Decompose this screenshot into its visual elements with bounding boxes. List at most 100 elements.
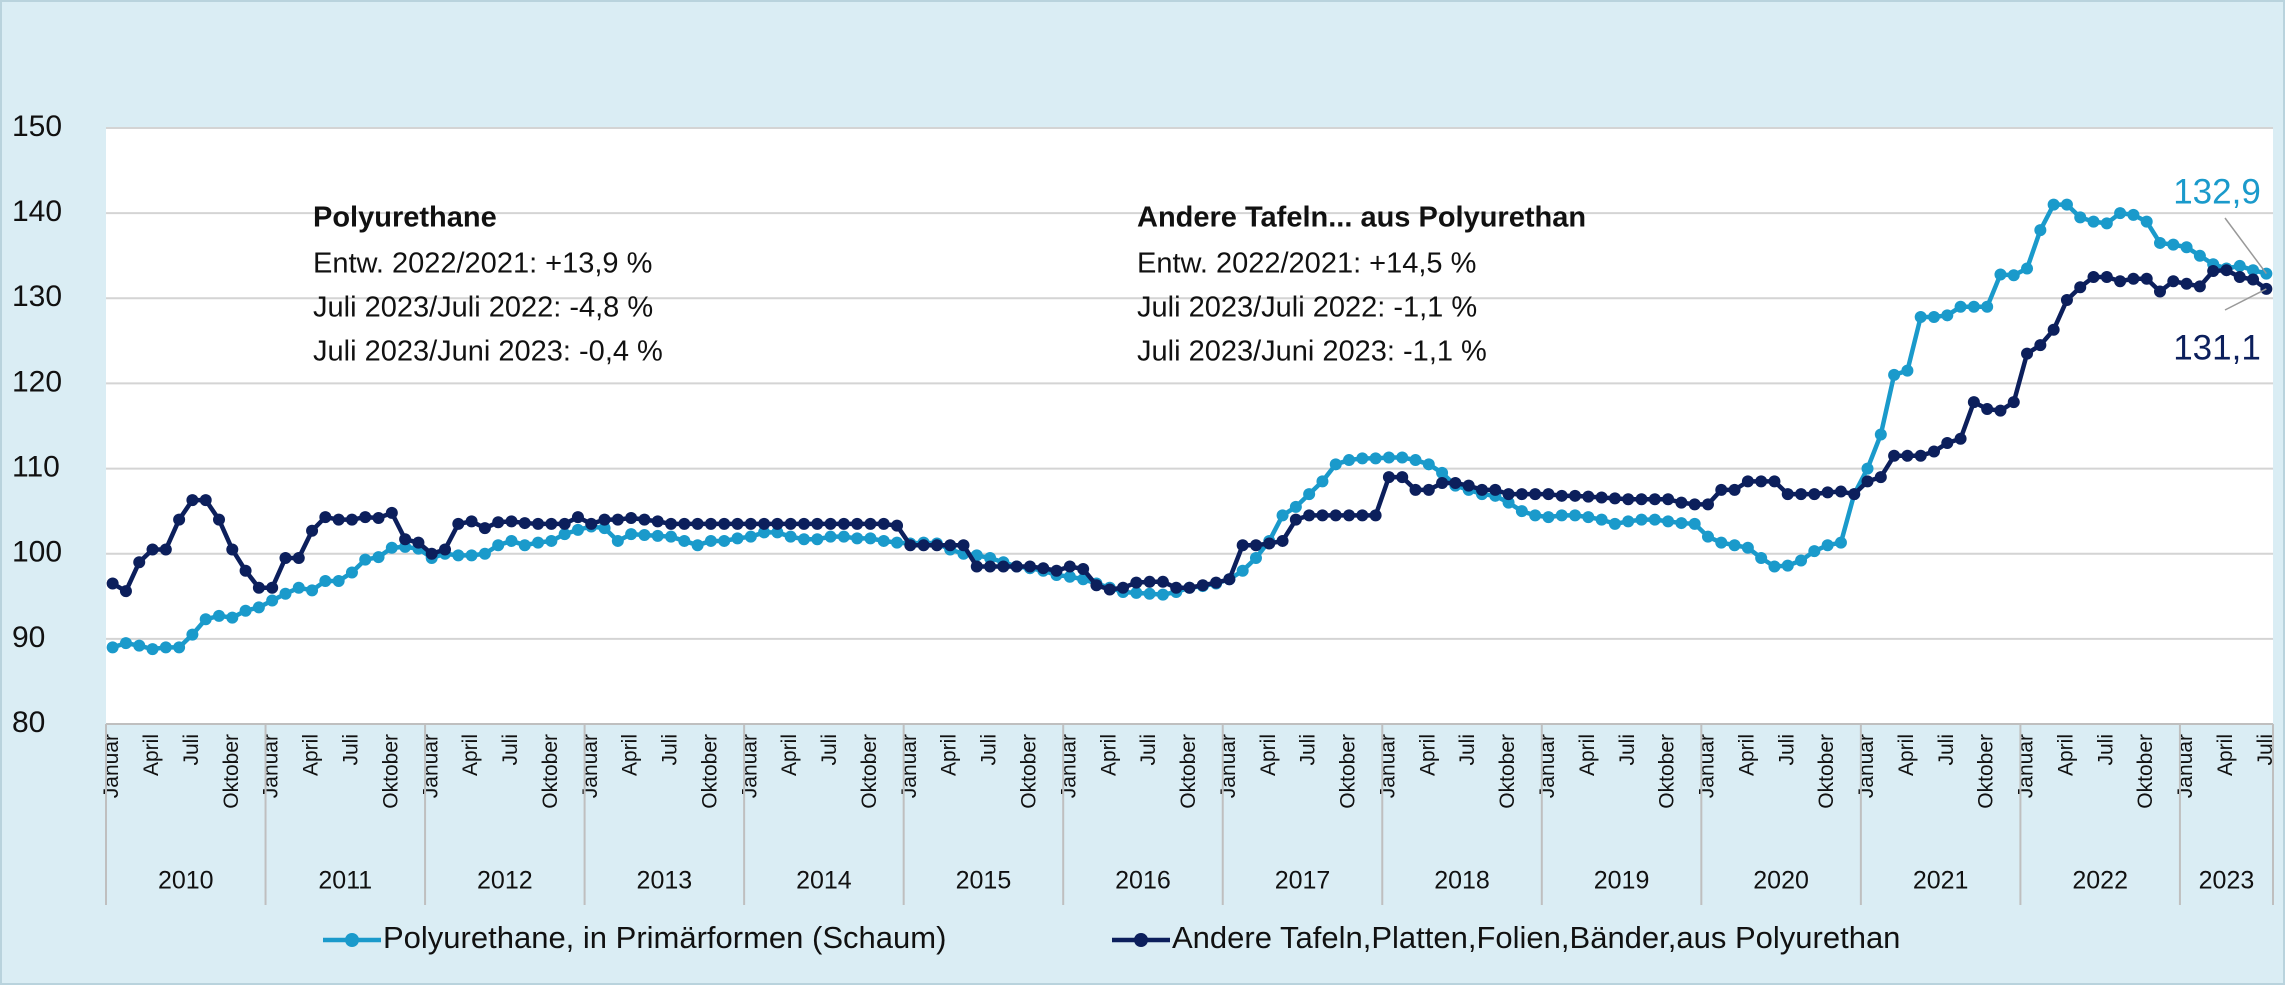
- legend-label: Andere Tafeln,Platten,Folien,Bänder,aus …: [1172, 920, 1900, 955]
- data-point: [106, 577, 119, 590]
- data-point: [1994, 268, 2007, 281]
- x-tick-label: Juli: [2254, 734, 2277, 766]
- data-point: [1795, 554, 1808, 567]
- x-tick-label: Oktober: [858, 734, 881, 809]
- data-point: [279, 587, 292, 600]
- data-point: [2193, 249, 2206, 262]
- data-point: [173, 513, 186, 526]
- data-point: [1701, 498, 1714, 511]
- data-point: [797, 517, 810, 530]
- data-point: [332, 574, 345, 587]
- data-point: [824, 530, 837, 543]
- data-point: [2060, 198, 2073, 211]
- data-point: [864, 532, 877, 545]
- data-point: [2074, 281, 2087, 294]
- data-point: [1050, 564, 1063, 577]
- data-point: [425, 547, 438, 560]
- data-point: [1130, 576, 1143, 589]
- data-point: [505, 515, 518, 528]
- data-point: [797, 533, 810, 546]
- data-point: [1914, 311, 1927, 324]
- data-point: [744, 517, 757, 530]
- data-point: [571, 511, 584, 524]
- data-point: [731, 517, 744, 530]
- data-point: [465, 515, 478, 528]
- group-label: 2012: [477, 867, 533, 895]
- data-point: [1715, 536, 1728, 549]
- data-point: [1422, 483, 1435, 496]
- data-point: [1981, 300, 1994, 313]
- data-point: [2207, 265, 2220, 278]
- data-point: [917, 539, 930, 552]
- data-point: [2100, 217, 2113, 230]
- x-tick-label: Oktober: [220, 734, 243, 809]
- data-point: [1715, 483, 1728, 496]
- annotation-line: Juli 2023/Juli 2022: -1,1 %: [1137, 292, 1477, 324]
- y-tick-label: 150: [12, 110, 62, 143]
- annotation-line: Entw. 2022/2021: +13,9 %: [313, 248, 652, 280]
- data-point: [173, 641, 186, 654]
- data-point: [239, 604, 252, 617]
- data-point: [1901, 364, 1914, 377]
- data-point: [1316, 509, 1329, 522]
- data-point: [665, 517, 678, 530]
- data-point: [478, 522, 491, 535]
- data-point: [1263, 537, 1276, 550]
- data-point: [1888, 368, 1901, 381]
- data-point: [1249, 539, 1262, 552]
- x-tick-label: April: [938, 734, 961, 776]
- x-tick-label: Oktober: [698, 734, 721, 809]
- data-point: [1103, 583, 1116, 596]
- data-point: [1622, 493, 1635, 506]
- data-point: [518, 517, 531, 530]
- data-point: [1861, 462, 1874, 475]
- data-point: [518, 539, 531, 552]
- data-point: [1236, 564, 1249, 577]
- group-label: 2022: [2072, 867, 2128, 895]
- data-point: [837, 517, 850, 530]
- data-point: [2127, 272, 2140, 285]
- data-point: [691, 517, 704, 530]
- data-point: [984, 560, 997, 573]
- data-point: [1675, 517, 1688, 530]
- data-point: [452, 549, 465, 562]
- data-point: [1901, 449, 1914, 462]
- x-tick-label: Januar: [1376, 734, 1399, 798]
- data-point: [771, 517, 784, 530]
- data-point: [1196, 579, 1209, 592]
- data-point: [2021, 262, 2034, 275]
- data-point: [1755, 551, 1768, 564]
- data-point: [213, 609, 226, 622]
- data-point: [1023, 560, 1036, 573]
- data-point: [186, 628, 199, 641]
- data-point: [1967, 396, 1980, 409]
- x-tick-label: Juli: [1775, 734, 1798, 766]
- data-point: [970, 560, 983, 573]
- data-point: [1223, 573, 1236, 586]
- data-point: [784, 517, 797, 530]
- data-point: [372, 511, 385, 524]
- data-point: [1954, 432, 1967, 445]
- data-point: [2127, 208, 2140, 221]
- x-tick-label: April: [1257, 734, 1280, 776]
- data-point: [691, 539, 704, 552]
- data-point: [1848, 488, 1861, 501]
- data-point: [306, 584, 319, 597]
- data-point: [930, 539, 943, 552]
- data-point: [1888, 449, 1901, 462]
- data-point: [1156, 588, 1169, 601]
- x-tick-label: Oktober: [1496, 734, 1519, 809]
- data-point: [2193, 280, 2206, 293]
- data-point: [864, 517, 877, 530]
- data-point: [625, 528, 638, 541]
- data-point: [665, 530, 678, 543]
- data-point: [1529, 509, 1542, 522]
- x-tick-label: April: [1895, 734, 1918, 776]
- data-point: [558, 517, 571, 530]
- data-point: [2167, 238, 2180, 251]
- group-label: 2021: [1913, 867, 1969, 895]
- annotation-line: Juli 2023/Juni 2023: -1,1 %: [1137, 336, 1487, 368]
- x-tick-label: April: [2214, 734, 2237, 776]
- data-point: [385, 506, 398, 519]
- data-point: [638, 513, 651, 526]
